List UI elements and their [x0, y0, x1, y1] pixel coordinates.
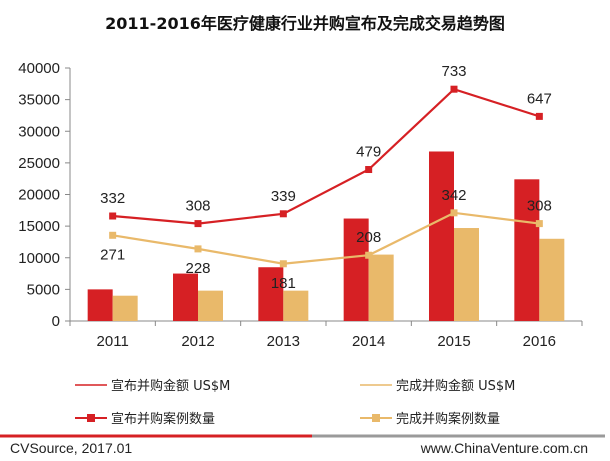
marker-completed-count	[365, 251, 373, 259]
bar-completed-amount	[368, 254, 394, 321]
legend-label: 完成并购金额 US$M	[396, 378, 515, 394]
marker-completed-count	[109, 231, 117, 239]
website-text: www.ChinaVenture.com.cn	[420, 440, 588, 456]
bar-announced-amount	[429, 151, 454, 321]
line-announced-count	[112, 87, 540, 225]
data-label-completed-count: 271	[100, 246, 125, 263]
data-label-announced-count: 733	[441, 63, 466, 80]
data-label-announced-count: 308	[185, 198, 210, 215]
marker-completed-count	[535, 220, 543, 228]
data-label-completed-count: 181	[271, 275, 296, 292]
data-label-announced-count: 647	[527, 90, 552, 107]
data-label-announced-count: 332	[100, 190, 125, 207]
chart-title: 2011-2016年医疗健康行业并购宣布及完成交易趋势图	[105, 14, 505, 33]
legend-marker-swatch	[87, 414, 95, 422]
marker-completed-count	[194, 245, 202, 253]
data-label-announced-count: 479	[356, 144, 381, 161]
bar-announced-amount	[87, 289, 113, 321]
marker-announced-count	[194, 220, 202, 228]
marker-completed-count	[450, 209, 458, 217]
bar-announced-amount	[343, 218, 369, 321]
legend-label: 完成并购案例数量	[396, 411, 500, 427]
legend-label: 宣布并购案例数量	[111, 411, 215, 427]
y-tick-label: 20000	[18, 187, 60, 204]
data-label-completed-count: 228	[185, 260, 210, 277]
source-text: CVSource, 2017.01	[10, 440, 133, 456]
x-tick-label: 2011	[97, 333, 129, 350]
bar-announced-amount	[514, 179, 540, 321]
marker-announced-count	[279, 210, 287, 218]
x-tick-label: 2012	[181, 333, 214, 350]
data-label-announced-count: 339	[271, 188, 296, 205]
y-tick-label: 25000	[18, 155, 60, 172]
x-tick-label: 2013	[267, 333, 300, 350]
bar-completed-amount	[539, 238, 565, 321]
marker-announced-count	[109, 212, 117, 220]
y-tick-label: 35000	[18, 92, 60, 109]
y-tick-label: 15000	[18, 218, 60, 235]
bar-completed-amount	[454, 228, 479, 321]
marker-completed-count	[279, 260, 287, 268]
y-tick-label: 0	[52, 313, 60, 330]
bar-announced-amount	[258, 267, 284, 321]
y-tick-label: 40000	[18, 60, 60, 77]
data-label-completed-count: 208	[356, 229, 381, 246]
bar-completed-amount	[283, 290, 309, 321]
x-tick-label: 2014	[352, 333, 385, 350]
bar-completed-amount	[112, 295, 138, 321]
y-tick-label: 10000	[18, 250, 60, 267]
marker-announced-count	[535, 112, 543, 120]
marker-announced-count	[450, 85, 458, 93]
bar-announced-amount	[173, 273, 198, 321]
data-label-completed-count: 308	[527, 198, 552, 215]
y-tick-label: 5000	[27, 281, 60, 298]
y-tick-label: 30000	[18, 123, 60, 140]
legend-marker-swatch	[372, 414, 380, 422]
line-completed-count	[112, 211, 540, 265]
legend-label: 宣布并购金额 US$M	[111, 378, 230, 394]
x-tick-label: 2015	[437, 333, 470, 350]
x-tick-label: 2016	[523, 333, 556, 350]
bar-completed-amount	[198, 290, 223, 321]
marker-announced-count	[365, 166, 373, 174]
data-label-completed-count: 342	[441, 187, 466, 204]
